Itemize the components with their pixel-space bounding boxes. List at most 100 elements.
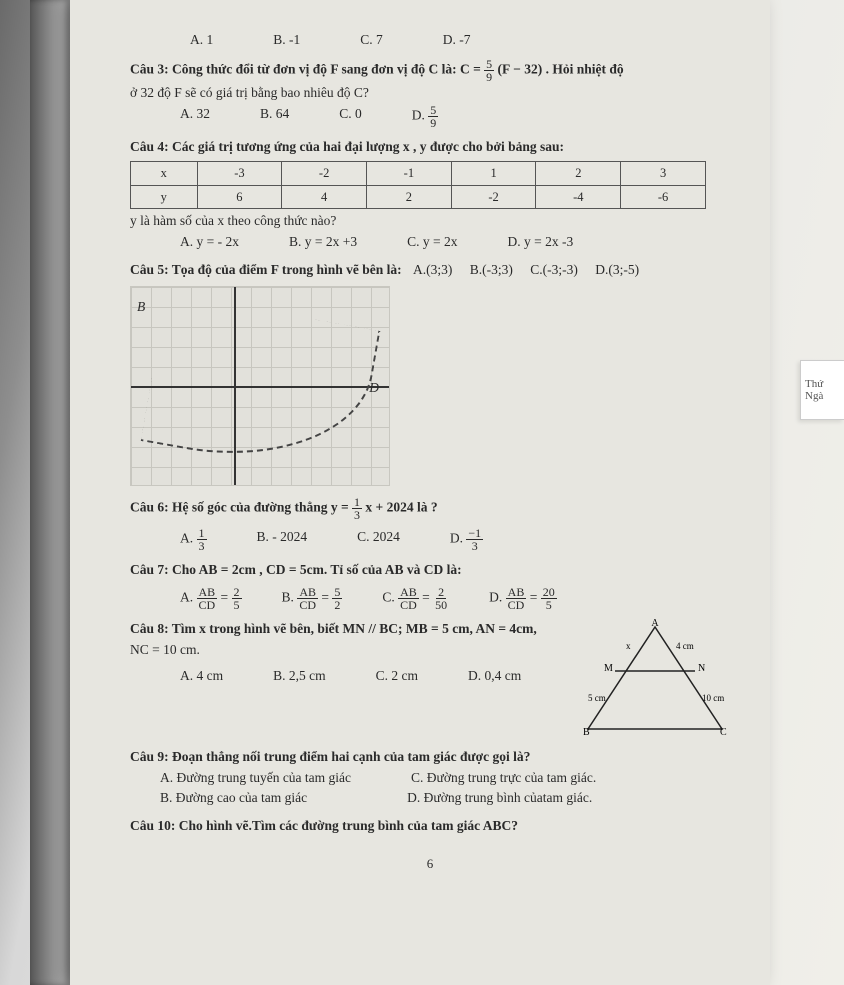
q7-options: A. ABCD = 25 B. ABCD = 52 C. ABCD = 250 … — [180, 586, 730, 611]
q7b-val: 52 — [332, 586, 342, 611]
q4-text: Câu 4: Các giá trị tương ứng của hai đại… — [130, 137, 730, 157]
q7c-td: CD — [398, 599, 419, 611]
tri-lbl-b: B — [583, 727, 590, 738]
q6-opt-a-pre: A. — [180, 531, 193, 546]
q5-graph: B D — [130, 286, 390, 486]
q4-y0: 6 — [197, 185, 282, 209]
question-4: Câu 4: Các giá trị tương ứng của hai đại… — [130, 137, 730, 252]
q4-x3: 1 — [451, 161, 536, 185]
q7d-pre: D. — [489, 590, 502, 605]
q3-frac-d: 9 — [484, 71, 494, 83]
q5-text: Câu 5: Tọa độ của điểm F trong hình vẽ b… — [130, 262, 402, 277]
q7b-td: CD — [297, 599, 318, 611]
q3-text-b: (F − 32) . Hỏi nhiệt độ — [498, 62, 624, 77]
q7c-eq: = — [422, 590, 430, 605]
q9-opt-c: C. Đường trung trực của tam giác. — [411, 768, 596, 788]
q4-x4: 2 — [536, 161, 621, 185]
q8-opt-d: D. 0,4 cm — [468, 666, 521, 686]
q6-opt-a-d: 3 — [197, 540, 207, 552]
q7d-td: CD — [506, 599, 527, 611]
table-row: y 6 4 2 -2 -4 -6 — [131, 185, 706, 209]
tri-lbl-c: C — [720, 727, 727, 738]
q7c-pre: C. — [382, 590, 394, 605]
q4-x1: -2 — [282, 161, 367, 185]
q2-opt-b: B. -1 — [273, 30, 300, 50]
tri-lbl-x: x — [626, 641, 631, 651]
q4-head-y: y — [131, 185, 198, 209]
q6-opt-d-pre: D. — [450, 531, 463, 546]
graph-label-d: D — [369, 378, 379, 398]
q7-opt-d: D. ABCD = 205 — [489, 586, 557, 611]
q4-table: x -3 -2 -1 1 2 3 y 6 4 2 -2 -4 -6 — [130, 161, 706, 210]
q5-opt-b: B.(-3;3) — [470, 262, 513, 277]
q9-text: Câu 9: Đoạn thẳng nối trung điểm hai cạn… — [130, 747, 730, 767]
q8-opt-c: C. 2 cm — [376, 666, 418, 686]
q7b-ratio: ABCD — [297, 586, 318, 611]
q4-y1: 4 — [282, 185, 367, 209]
q7a-val: 25 — [232, 586, 242, 611]
q3-opt-d-frac: 5 9 — [428, 104, 438, 129]
q5-opt-a: A.(3;3) — [413, 262, 452, 277]
q4-opt-b: B. y = 2x +3 — [289, 232, 357, 252]
graph-label-b: B — [137, 297, 145, 317]
q8-triangle-diagram: A B C M N x 4 cm 5 cm 10 cm — [580, 619, 730, 739]
q7a-td: CD — [197, 599, 218, 611]
q7b-eq: = — [321, 590, 329, 605]
q3-opt-b: B. 64 — [260, 104, 289, 129]
question-5: Câu 5: Tọa độ của điểm F trong hình vẽ b… — [130, 260, 730, 486]
side-notebook-tab: Thứ Ngà — [800, 360, 844, 420]
tri-lbl-an: 4 cm — [676, 641, 694, 651]
q3-opt-a: A. 32 — [180, 104, 210, 129]
question-7: Câu 7: Cho AB = 2cm , CD = 5cm. Tỉ số củ… — [130, 560, 730, 611]
q4-opt-d: D. y = 2x -3 — [507, 232, 573, 252]
side-tab-l1: Thứ — [805, 378, 823, 390]
q8-body: Câu 8: Tìm x trong hình vẽ bên, biết MN … — [130, 619, 540, 686]
q7b-d: 2 — [332, 599, 342, 611]
graph-curve — [140, 293, 380, 479]
q7-opt-c: C. ABCD = 250 — [382, 586, 449, 611]
q7d-d: 5 — [544, 599, 554, 611]
side-tab-l2: Ngà — [805, 390, 823, 402]
q8-line2: NC = 10 cm. — [130, 640, 540, 660]
q4-y3: -2 — [451, 185, 536, 209]
q5-opt-c: C.(-3;-3) — [530, 262, 578, 277]
tri-lbl-m: M — [604, 663, 613, 674]
q7c-val: 250 — [433, 586, 449, 611]
q6-opt-a: A. 1 3 — [180, 527, 207, 552]
question-8: Câu 8: Tìm x trong hình vẽ bên, biết MN … — [130, 619, 730, 739]
q6-text-b: x + 2024 là ? — [365, 500, 437, 515]
q7a-ratio: ABCD — [197, 586, 218, 611]
q6-opt-d-frac: −1 3 — [466, 527, 483, 552]
q4-y2: 2 — [367, 185, 452, 209]
q4-options: A. y = - 2x B. y = 2x +3 C. y = 2x D. y … — [180, 232, 730, 252]
q4-x2: -1 — [367, 161, 452, 185]
q7d-eq: = — [530, 590, 538, 605]
q2-options: A. 1 B. -1 C. 7 D. -7 — [190, 30, 730, 50]
q6-frac: 1 3 — [352, 496, 362, 521]
q4-y4: -4 — [536, 185, 621, 209]
exam-paper: A. 1 B. -1 C. 7 D. -7 Câu 3: Công thức đ… — [70, 0, 770, 985]
q7b-pre: B. — [282, 590, 294, 605]
q2-opt-a: A. 1 — [190, 30, 213, 50]
q7a-pre: A. — [180, 590, 193, 605]
q7c-d: 50 — [433, 599, 449, 611]
q3-opt-d: D. 5 9 — [412, 104, 439, 129]
q6-options: A. 1 3 B. - 2024 C. 2024 D. −1 3 — [180, 527, 730, 552]
q4-head-x: x — [131, 161, 198, 185]
question-10: Câu 10: Cho hình vẽ.Tìm các đường trung … — [130, 816, 730, 836]
table-row: x -3 -2 -1 1 2 3 — [131, 161, 706, 185]
q2-opt-c: C. 7 — [360, 30, 383, 50]
q9-opt-a: A. Đường trung tuyến của tam giác — [160, 768, 351, 788]
q7-text: Câu 7: Cho AB = 2cm , CD = 5cm. Tỉ số củ… — [130, 560, 730, 580]
q9-row2: B. Đường cao của tam giác D. Đường trung… — [160, 788, 730, 808]
q7c-ratio: ABCD — [398, 586, 419, 611]
question-6: Câu 6: Hệ số góc của đường thẳng y = 1 3… — [130, 496, 730, 552]
q6-opt-b: B. - 2024 — [257, 527, 308, 552]
q6-frac-d: 3 — [352, 509, 362, 521]
tri-lbl-mb: 5 cm — [588, 693, 606, 703]
q4-sub: y là hàm số của x theo công thức nào? — [130, 211, 730, 231]
q6-opt-d-d: 3 — [470, 540, 480, 552]
q7d-val: 205 — [541, 586, 557, 611]
q7-opt-b: B. ABCD = 52 — [282, 586, 343, 611]
q9-opt-b: B. Đường cao của tam giác — [160, 788, 307, 808]
